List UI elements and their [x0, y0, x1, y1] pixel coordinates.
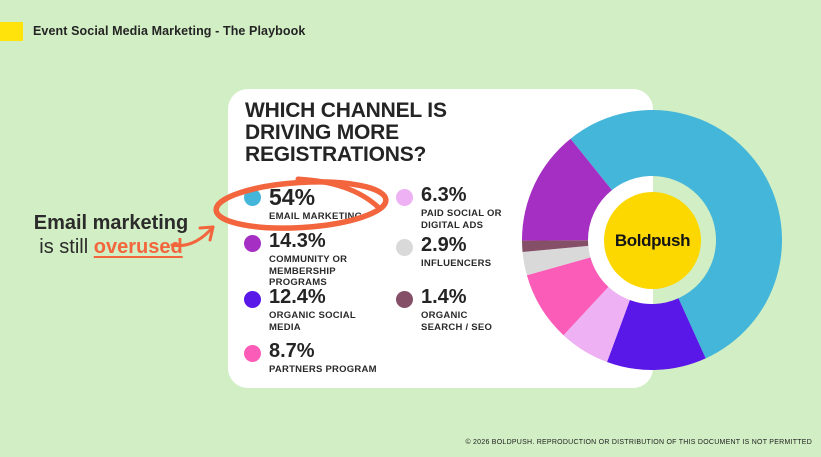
legend-dot	[244, 189, 261, 206]
header-title: Event Social Media Marketing - The Playb…	[33, 24, 306, 38]
donut-chart-svg	[522, 110, 782, 370]
annotation-mid-text: is still	[39, 235, 89, 258]
footer-copyright: © 2026 BOLDPUSH. REPRODUCTION OR DISTRIB…	[465, 439, 812, 446]
legend-label: COMMUNITY OR MEMBERSHIP PROGRAMS	[269, 254, 348, 289]
legend-label: EMAIL MARKETING	[269, 211, 363, 223]
legend-dot	[396, 239, 413, 256]
annotation-bold-text: Email marketing	[33, 212, 189, 234]
boldpush-logo: Boldpush	[614, 230, 691, 250]
legend-dot	[396, 189, 413, 206]
legend-pct: 2.9%	[421, 234, 467, 256]
legend-pct: 8.7%	[269, 340, 315, 362]
legend-item-email-marketing: 54% EMAIL MARKETING	[244, 185, 362, 223]
pie-slice	[607, 298, 706, 370]
legend-pct: 6.3%	[421, 184, 467, 206]
legend-item-organic-social: 12.4% ORGANIC SOCIAL MEDIA	[244, 287, 387, 333]
pie-slice	[522, 138, 612, 241]
annotation-highlight-text: overused	[93, 235, 183, 258]
pie-slice	[522, 240, 589, 253]
legend-item-influencers: 2.9% INFLUENCERS	[396, 235, 491, 270]
pie-slice	[522, 245, 591, 276]
legend-item-partners: 8.7% PARTNERS PROGRAM	[244, 341, 377, 376]
pie-slice	[526, 257, 609, 336]
legend-label: INFLUENCERS	[421, 258, 492, 269]
legend-label: ORGANIC SOCIAL MEDIA	[269, 310, 356, 333]
legend-item-paid-social: 6.3% PAID SOCIAL OR DIGITAL ADS	[396, 185, 511, 231]
legend-label: PAID SOCIAL OR DIGITAL ADS	[421, 208, 502, 231]
legend-pct: 1.4%	[421, 286, 467, 308]
pie-slice	[563, 286, 630, 362]
legend-label: ORGANIC SEARCH / SEO	[421, 310, 493, 333]
pie-slice	[570, 110, 782, 359]
legend-dot	[244, 291, 261, 308]
logo-circle: Boldpush	[604, 192, 701, 289]
legend-item-organic-search: 1.4% ORGANIC SEARCH / SEO	[396, 287, 511, 333]
legend-pct: 12.4%	[269, 286, 326, 308]
legend-dot	[396, 291, 413, 308]
legend-item-community: 14.3% COMMUNITY OR MEMBERSHIP PROGRAMS	[244, 231, 387, 289]
side-annotation: Email marketing is still overused	[30, 212, 192, 259]
legend-dot	[244, 235, 261, 252]
legend-pct: 14.3%	[269, 230, 326, 252]
legend-label: PARTNERS PROGRAM	[269, 364, 377, 375]
legend-dot	[244, 345, 261, 362]
legend-pct: 54%	[269, 184, 316, 210]
card-title: WHICH CHANNEL IS DRIVING MORE REGISTRATI…	[245, 99, 447, 167]
header-accent-square	[0, 22, 23, 41]
